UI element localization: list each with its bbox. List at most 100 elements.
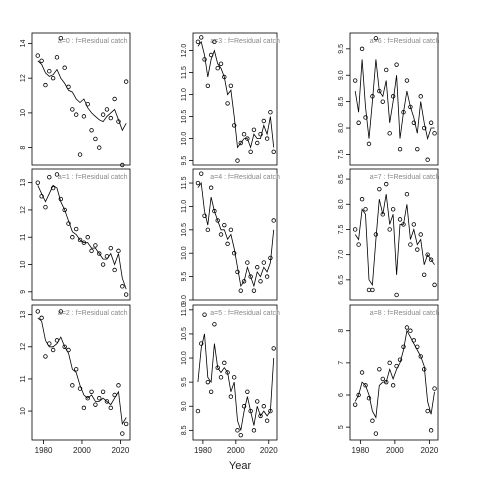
data-point bbox=[418, 232, 423, 237]
data-point bbox=[268, 109, 273, 115]
data-point bbox=[238, 432, 243, 438]
data-point bbox=[359, 370, 365, 375]
data-point bbox=[39, 58, 44, 63]
y-tick-label: 9.0 bbox=[338, 70, 345, 80]
y-tick-label: 9.0 bbox=[181, 401, 188, 411]
data-point bbox=[100, 262, 106, 267]
data-point bbox=[43, 354, 48, 359]
data-point bbox=[195, 180, 201, 186]
data-point bbox=[245, 260, 250, 265]
data-point bbox=[97, 145, 102, 150]
data-point bbox=[373, 431, 379, 436]
panel-label: a=4 : f=Residual catch bbox=[210, 174, 280, 181]
data-point bbox=[218, 232, 224, 237]
y-tick-label: 11 bbox=[20, 233, 27, 240]
data-point bbox=[228, 227, 234, 233]
x-tick-label: 1980 bbox=[35, 446, 53, 455]
y-tick-label: 11.5 bbox=[181, 66, 188, 79]
data-point bbox=[408, 242, 413, 247]
y-tick-label: 12 bbox=[20, 206, 27, 214]
data-point bbox=[261, 404, 267, 409]
data-point bbox=[238, 288, 243, 293]
data-line bbox=[197, 40, 275, 149]
data-point bbox=[54, 55, 60, 60]
data-point bbox=[222, 360, 227, 366]
y-tick-label: 9.5 bbox=[181, 156, 188, 166]
data-point bbox=[100, 389, 106, 394]
data-point bbox=[428, 428, 434, 433]
data-point bbox=[231, 375, 237, 380]
data-point bbox=[432, 386, 437, 391]
data-point bbox=[108, 405, 113, 411]
data-point bbox=[202, 57, 207, 62]
data-point bbox=[112, 96, 117, 102]
panel-frame bbox=[349, 304, 439, 441]
data-point bbox=[258, 413, 263, 419]
panel-frame bbox=[192, 168, 278, 301]
data-point bbox=[428, 257, 434, 262]
data-point bbox=[225, 241, 230, 247]
panel-frame bbox=[349, 32, 439, 166]
data-line bbox=[354, 329, 435, 419]
data-point bbox=[432, 131, 437, 136]
data-point bbox=[235, 269, 240, 275]
x-tick-label: 2020 bbox=[420, 446, 438, 455]
data-point bbox=[390, 94, 396, 99]
panel-label: a=8 : f=Residual catch bbox=[370, 310, 440, 317]
data-point bbox=[415, 247, 420, 252]
data-point bbox=[202, 312, 207, 317]
data-point bbox=[120, 162, 125, 168]
y-tick-label: 6 bbox=[338, 393, 345, 397]
data-point bbox=[352, 78, 358, 83]
data-point bbox=[97, 251, 102, 256]
data-point bbox=[377, 367, 382, 372]
data-point bbox=[251, 428, 257, 433]
data-point bbox=[394, 62, 399, 67]
data-point bbox=[370, 287, 375, 293]
data-point bbox=[202, 213, 207, 218]
data-point bbox=[421, 272, 427, 278]
data-point bbox=[195, 39, 201, 44]
data-point bbox=[116, 383, 121, 388]
y-tick-label: 10.0 bbox=[181, 351, 188, 365]
data-point bbox=[271, 149, 276, 154]
data-line bbox=[354, 59, 435, 141]
data-point bbox=[356, 242, 361, 247]
y-tick-label: 12 bbox=[20, 343, 27, 351]
data-point bbox=[264, 274, 270, 279]
data-point bbox=[411, 120, 417, 125]
panel-label: a=0 : f=Residual catch bbox=[58, 38, 128, 45]
data-point bbox=[205, 379, 211, 385]
y-tick-label: 10.5 bbox=[181, 327, 188, 341]
data-point bbox=[248, 149, 253, 154]
data-point bbox=[264, 418, 270, 423]
data-point bbox=[120, 284, 125, 289]
data-point bbox=[73, 112, 79, 117]
data-point bbox=[93, 136, 98, 142]
data-point bbox=[258, 131, 263, 137]
data-point bbox=[195, 408, 201, 414]
y-tick-label: 7.0 bbox=[338, 250, 345, 260]
data-point bbox=[208, 389, 214, 394]
data-point bbox=[241, 131, 247, 137]
data-point bbox=[70, 235, 75, 240]
y-tick-label: 8.5 bbox=[338, 97, 345, 107]
y-tick-label: 7 bbox=[338, 361, 345, 365]
x-tick-label: 1980 bbox=[194, 446, 212, 455]
data-point bbox=[228, 394, 234, 399]
data-point bbox=[245, 389, 250, 394]
data-point bbox=[380, 99, 385, 104]
y-tick-label: 12.0 bbox=[181, 44, 188, 58]
y-tick-label: 8.0 bbox=[338, 199, 345, 209]
data-point bbox=[47, 69, 52, 74]
data-point bbox=[366, 141, 372, 147]
data-point bbox=[89, 389, 94, 394]
data-point bbox=[261, 118, 267, 124]
x-axis-label: Year bbox=[229, 460, 252, 472]
data-line bbox=[197, 181, 275, 288]
data-point bbox=[62, 65, 67, 70]
data-point bbox=[116, 248, 121, 254]
data-point bbox=[418, 94, 423, 99]
